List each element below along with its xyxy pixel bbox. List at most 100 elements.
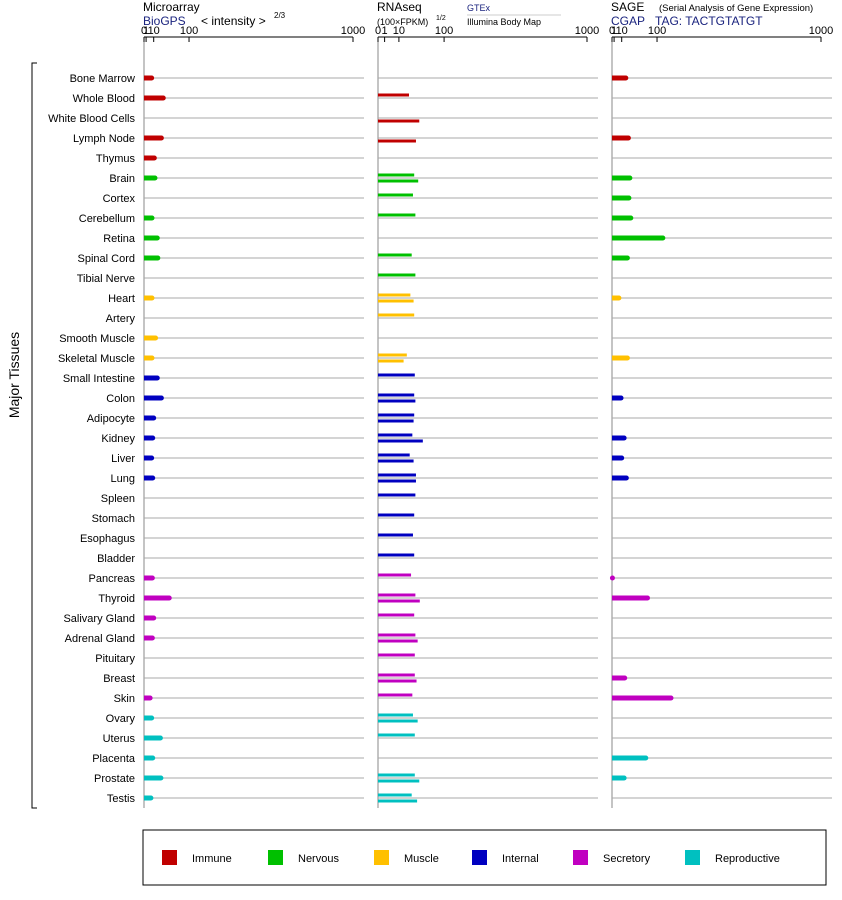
tissue-label: Testis <box>107 793 136 805</box>
expression-bar-cap <box>149 75 155 81</box>
legend-swatch <box>162 850 177 865</box>
expression-bar-cap <box>643 755 649 761</box>
legend-label: Internal <box>502 853 539 865</box>
tissue-label: Tibial Nerve <box>77 273 135 285</box>
x-tick-label: 0 <box>375 25 381 37</box>
rnaseq-measure: (100×FPKM) <box>377 17 428 27</box>
x-tick-label: 1 <box>611 25 617 37</box>
tissue-label: Heart <box>108 293 135 305</box>
legend-swatch <box>268 850 283 865</box>
expression-bar-cap <box>158 135 164 141</box>
tissue-label: Colon <box>106 393 135 405</box>
expression-bar-cap <box>150 475 156 481</box>
expression-bar-cap <box>154 235 160 241</box>
expression-bar-cap <box>625 135 631 141</box>
rnaseq-exponent: 1/2 <box>436 15 446 22</box>
expression-bar-cap <box>149 355 155 361</box>
rnaseq-bar-gtex <box>378 213 416 217</box>
rnaseq-source-illumina: Illumina Body Map <box>467 17 541 27</box>
y-axis-label: Major Tissues <box>6 332 22 418</box>
x-tick-label: 0 <box>609 25 615 37</box>
rnaseq-bar-gtex <box>378 293 411 297</box>
expression-bar-cap <box>621 435 627 441</box>
legend-swatch <box>472 850 487 865</box>
tissue-label: Stomach <box>92 513 135 525</box>
rnaseq-bar-illumina <box>378 479 416 483</box>
rnaseq-bar-gtex <box>378 353 407 357</box>
rnaseq-bar-gtex <box>378 713 413 717</box>
tissue-label: Kidney <box>101 433 135 445</box>
x-tick-label: 1 <box>382 25 388 37</box>
tissue-label: Smooth Muscle <box>59 333 135 345</box>
expression-bar-cap <box>621 775 627 781</box>
expression-bar-cap <box>150 435 156 441</box>
tissue-label: Salivary Gland <box>63 613 135 625</box>
x-tick-label: 1000 <box>341 25 365 37</box>
rnaseq-bar-illumina <box>378 779 420 783</box>
expression-bar-cap <box>149 295 155 301</box>
rnaseq-bar-illumina <box>378 679 417 683</box>
legend-label: Muscle <box>404 853 439 865</box>
tissue-label: Pancreas <box>89 573 136 585</box>
expression-bar-cap <box>157 735 163 741</box>
expression-bar-cap <box>148 795 154 801</box>
sage-subtitle: (Serial Analysis of Gene Expression) <box>659 3 813 14</box>
expression-bar-cap <box>627 175 633 181</box>
rnaseq-bar-gtex <box>378 613 415 617</box>
expression-bar-cap <box>149 215 155 221</box>
tissue-label: Liver <box>111 453 135 465</box>
expression-bar-cap <box>152 175 158 181</box>
expression-bar-cap <box>151 155 157 161</box>
rnaseq-bar-gtex <box>378 173 415 177</box>
tissue-label: Adipocyte <box>87 413 135 425</box>
tissue-label: Small Intestine <box>63 373 135 385</box>
microarray-title: Microarray <box>143 0 200 14</box>
tissue-label: Bladder <box>97 553 135 565</box>
tissue-label: Whole Blood <box>73 93 135 105</box>
rnaseq-bar-gtex <box>378 493 416 497</box>
rnaseq-bar-gtex <box>378 553 415 557</box>
rnaseq-bar-gtex <box>378 373 415 377</box>
rnaseq-bar-gtex <box>378 433 413 437</box>
tissue-label: Skeletal Muscle <box>58 353 135 365</box>
expression-bar-cap <box>660 235 666 241</box>
rnaseq-bar-illumina <box>378 419 414 423</box>
expression-bar-cap <box>150 755 156 761</box>
expression-bar-cap <box>155 255 161 261</box>
sage-title: SAGE <box>611 0 644 14</box>
tissue-label: Thymus <box>96 153 136 165</box>
tissue-label: Cerebellum <box>79 213 135 225</box>
tissue-label: Bone Marrow <box>70 73 135 85</box>
expression-bar-cap <box>149 635 155 641</box>
tissue-label: Adrenal Gland <box>65 633 135 645</box>
rnaseq-bar-illumina <box>378 639 418 643</box>
tissue-label: Lymph Node <box>73 133 135 145</box>
rnaseq-bar-gtex <box>378 793 412 797</box>
expression-bar-cap <box>147 695 153 701</box>
rnaseq-bar-illumina <box>378 459 414 463</box>
rnaseq-bar-gtex <box>378 93 409 97</box>
rnaseq-bar-illumina <box>378 299 414 303</box>
legend-swatch <box>685 850 700 865</box>
rnaseq-bar-gtex <box>378 693 413 697</box>
expression-bar-cap <box>618 395 624 401</box>
expression-bar-cap <box>624 255 630 261</box>
x-tick-label: 10 <box>616 25 628 37</box>
expression-bar-cap <box>149 715 155 721</box>
microarray-source: BioGPS <box>143 14 186 28</box>
tissue-label: Prostate <box>94 773 135 785</box>
expression-bar-cap <box>668 695 674 701</box>
rnaseq-bar-illumina <box>378 139 416 143</box>
rnaseq-bar-gtex <box>378 573 412 577</box>
legend-label: Reproductive <box>715 853 780 865</box>
legend-swatch <box>573 850 588 865</box>
expression-bar-cap <box>623 475 629 481</box>
tissue-label: Thyroid <box>98 593 135 605</box>
legend-label: Secretory <box>603 853 651 865</box>
tissue-label: Ovary <box>106 713 136 725</box>
legend-label: Nervous <box>298 853 339 865</box>
expression-bar-cap <box>160 95 166 101</box>
expression-bar-cap <box>158 775 164 781</box>
